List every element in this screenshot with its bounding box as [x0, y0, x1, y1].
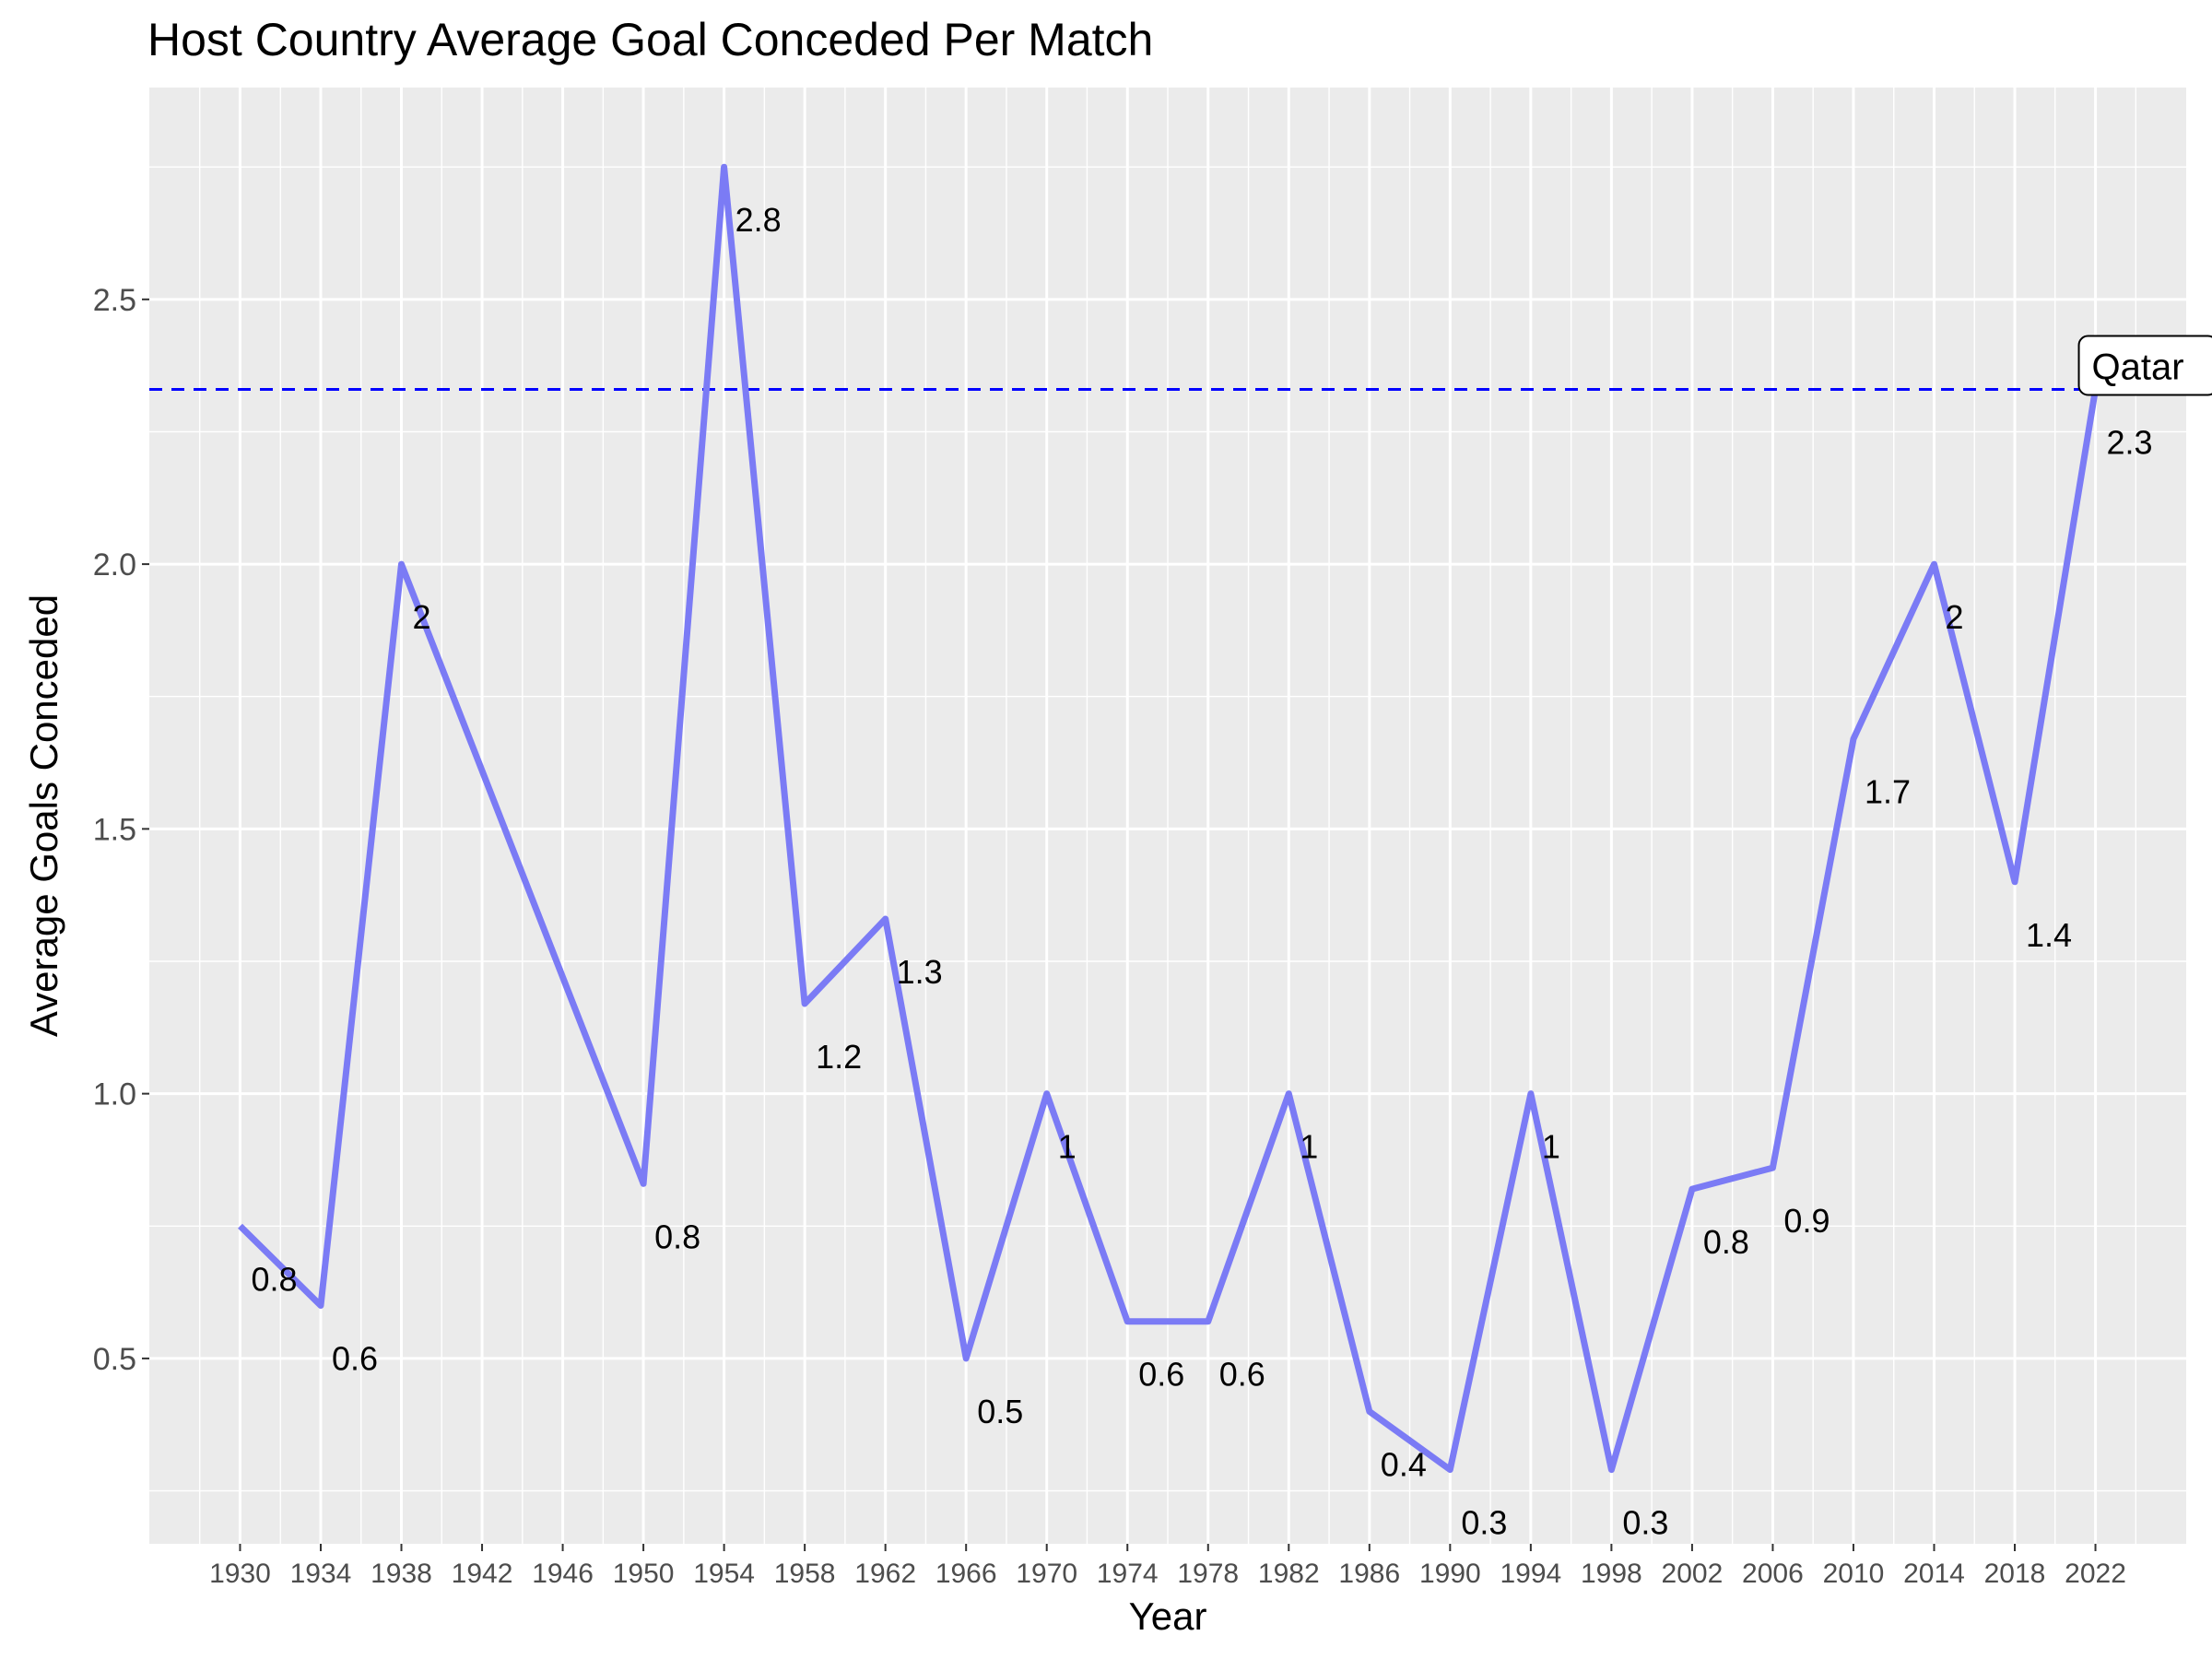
data-label: 1	[1542, 1128, 1560, 1166]
x-tick-label: 1950	[613, 1559, 675, 1589]
data-label: 0.9	[1783, 1202, 1830, 1240]
x-tick-label: 1938	[371, 1559, 432, 1589]
x-tick-label: 1970	[1016, 1559, 1077, 1589]
x-tick-label: 1986	[1338, 1559, 1400, 1589]
data-label: 0.6	[1138, 1356, 1184, 1394]
y-axis-title: Average Goals Conceded	[22, 594, 65, 1037]
data-label: 0.6	[1219, 1356, 1265, 1394]
x-tick-label: 1974	[1097, 1559, 1159, 1589]
annotation-qatar: Qatar	[2077, 335, 2212, 396]
x-axis-title: Year	[1129, 1594, 1207, 1638]
x-tick-label: 1958	[774, 1559, 836, 1589]
chart-title: Host Country Average Goal Conceded Per M…	[147, 14, 1154, 65]
x-tick-label: 2010	[1823, 1559, 1885, 1589]
x-axis-ticks: 1930 1934 1938 1942 1946 1950 1954 1958 1962 1966…	[209, 1544, 2126, 1589]
x-tick-label: 1930	[209, 1559, 271, 1589]
x-tick-label: 2006	[1742, 1559, 1804, 1589]
data-label: 0.5	[977, 1393, 1023, 1430]
x-tick-label: 1946	[532, 1559, 594, 1589]
x-tick-label: 1962	[854, 1559, 916, 1589]
y-tick-label: 2.0	[93, 547, 136, 582]
annotation-box	[2077, 335, 2212, 396]
series-line	[238, 163, 2099, 1474]
x-tick-label: 1990	[1419, 1559, 1481, 1589]
x-tick-label: 2002	[1662, 1559, 1724, 1589]
x-tick-label: 1966	[935, 1559, 997, 1589]
data-label: 1.7	[1865, 773, 1911, 811]
y-tick-label: 0.5	[93, 1342, 136, 1377]
x-tick-label: 2018	[1984, 1559, 2046, 1589]
data-label: 2	[1945, 598, 1963, 636]
data-label: 0.3	[1461, 1504, 1507, 1542]
data-label: 1.3	[897, 953, 943, 991]
x-tick-label: 2022	[2065, 1559, 2126, 1589]
data-label: 1	[1058, 1128, 1077, 1166]
data-label: 0.8	[251, 1260, 297, 1298]
x-tick-label: 1978	[1177, 1559, 1239, 1589]
data-label: 0.8	[654, 1218, 700, 1255]
y-axis-ticks: 0.5 1.0 1.5 2.0 2.5	[93, 283, 149, 1377]
data-label: 0.8	[1703, 1223, 1749, 1261]
data-label: 2.3	[2107, 423, 2153, 461]
gridlines	[149, 88, 2186, 1544]
data-label: 2.8	[735, 201, 782, 239]
y-tick-label: 1.5	[93, 812, 136, 847]
x-tick-label: 1954	[693, 1559, 755, 1589]
data-label: 1	[1300, 1128, 1318, 1166]
data-label: 2	[413, 598, 431, 636]
data-labels: 0.8 0.6 2 0.8 2.8 1.2 1.3 0.5 1 0.6 0.6 1 0.4 0.3 1 0.3…	[251, 201, 2152, 1541]
data-label: 0.6	[332, 1339, 378, 1377]
y-tick-label: 1.0	[93, 1077, 136, 1112]
x-tick-label: 1942	[452, 1559, 513, 1589]
data-label: 1.4	[2026, 916, 2072, 954]
x-tick-label: 1994	[1500, 1559, 1561, 1589]
y-tick-label: 2.5	[93, 283, 136, 318]
x-tick-label: 1934	[290, 1559, 352, 1589]
series-polyline	[238, 163, 2099, 1474]
x-tick-label: 1982	[1258, 1559, 1320, 1589]
data-label: 0.4	[1381, 1445, 1427, 1483]
x-tick-label: 1998	[1581, 1559, 1642, 1589]
annotation-label: Qatar	[2092, 347, 2184, 387]
data-label: 1.2	[816, 1038, 862, 1076]
data-label: 0.3	[1622, 1504, 1668, 1542]
x-tick-label: 2014	[1903, 1559, 1965, 1589]
